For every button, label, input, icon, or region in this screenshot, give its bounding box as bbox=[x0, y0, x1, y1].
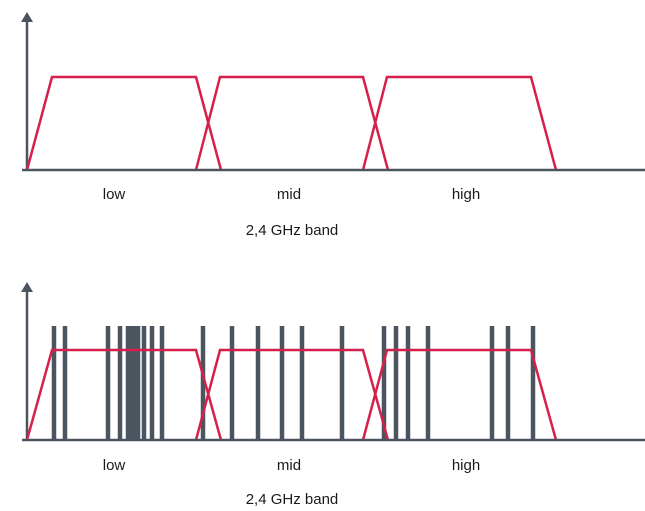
band-caption: 2,4 GHz band bbox=[246, 491, 339, 508]
top-panel: low mid high 2,4 GHz band bbox=[21, 12, 645, 239]
y-axis-arrow-icon bbox=[21, 12, 33, 22]
band-shape-high bbox=[361, 348, 558, 441]
band-shape-low bbox=[25, 75, 223, 171]
band-label-low: low bbox=[103, 186, 126, 203]
bottom-panel: low mid high 2,4 GHz band bbox=[21, 282, 645, 508]
band-shape-mid bbox=[194, 348, 390, 441]
band-shape-high bbox=[361, 75, 558, 171]
signal-lines bbox=[51, 326, 536, 440]
y-axis-arrow-icon bbox=[21, 282, 33, 292]
band-label-high: high bbox=[452, 457, 480, 474]
band-label-high: high bbox=[452, 186, 480, 203]
band-label-mid: mid bbox=[277, 186, 301, 203]
band-label-low: low bbox=[103, 457, 126, 474]
band-label-mid: mid bbox=[277, 457, 301, 474]
band-shape-mid bbox=[194, 75, 390, 171]
band-caption: 2,4 GHz band bbox=[246, 222, 339, 239]
